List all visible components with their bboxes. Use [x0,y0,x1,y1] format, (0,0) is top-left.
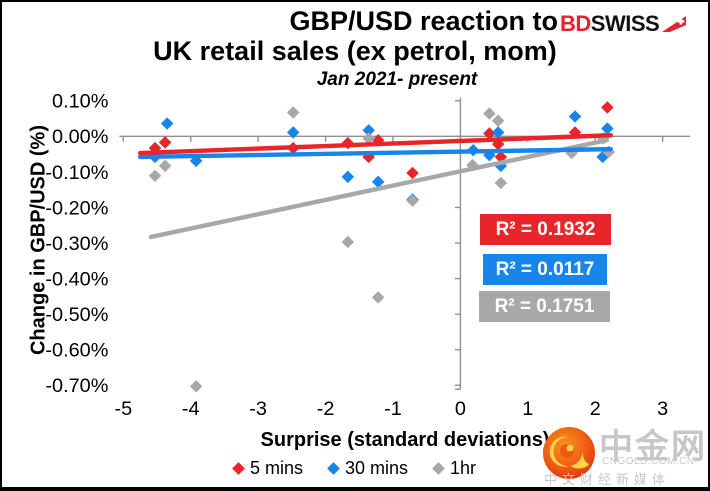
legend-item-1hr: 1hr [432,458,477,479]
svg-text:-5: -5 [114,398,132,420]
red-diamond-icon [232,462,245,475]
x-axis-title: Surprise (standard deviations) [260,429,550,451]
svg-text:0: 0 [455,398,466,420]
watermark-brand: 中金网 [599,428,707,466]
legend-label-30mins: 30 mins [344,458,409,478]
chart-title-line2: UK retail sales (ex petrol, mom) [153,36,557,66]
bdswiss-logo-bd: BD [560,11,591,36]
y-axis-title: Change in GBP/USD (%) [27,124,50,356]
legend-label-1hr: 1hr [450,458,477,478]
svg-text:2: 2 [590,398,601,420]
watermark-tagline: 中文财经新媒体 [544,472,671,487]
bdswiss-logo-swiss: SWISS [590,11,660,36]
legend-item-5mins: 5 mins [232,458,303,479]
bdswiss-flag-icon [662,15,687,32]
svg-text:-0.50%: -0.50% [45,304,108,326]
legend: 5 mins 30 mins 1hr [2,458,708,479]
svg-text:1: 1 [522,398,533,420]
svg-text:0.00%: 0.00% [52,126,108,148]
svg-text:-0.10%: -0.10% [45,162,108,184]
svg-text:-0.30%: -0.30% [45,233,108,255]
r2-badge-5mins: R² = 0.1932 [480,214,611,245]
r2-badge-1hr: R² = 0.1751 [479,291,610,322]
svg-text:-0.70%: -0.70% [45,375,108,397]
chart-title-line1: GBP/USD reaction to [289,6,558,36]
svg-text:0.10%: 0.10% [52,91,108,113]
svg-text:3: 3 [657,398,668,420]
svg-text:-4: -4 [182,398,200,420]
svg-text:-0.20%: -0.20% [45,197,108,219]
svg-text:-0.40%: -0.40% [45,269,108,291]
svg-text:-0.60%: -0.60% [45,340,108,362]
svg-text:-1: -1 [384,398,402,420]
cngold-watermark: 中金网 CNGOLD.COM.CN 中文财经新媒体 [542,423,708,487]
chart-subtitle: Jan 2021- present [316,69,478,90]
legend-label-5mins: 5 mins [249,458,303,478]
svg-text:-3: -3 [249,398,267,420]
legend-item-30mins: 30 mins [327,458,409,479]
blue-diamond-icon [327,462,340,475]
watermark-domain: CNGOLD.COM.CN [602,456,695,467]
r2-badge-30mins: R² = 0.0117 [483,254,607,285]
bdswiss-logo: BD SWISS [560,11,687,37]
svg-text:-2: -2 [317,398,335,420]
cngold-logo-icon [543,427,595,479]
gray-diamond-icon [432,462,445,475]
chart-title-row: GBP/USD reaction to [289,6,558,37]
